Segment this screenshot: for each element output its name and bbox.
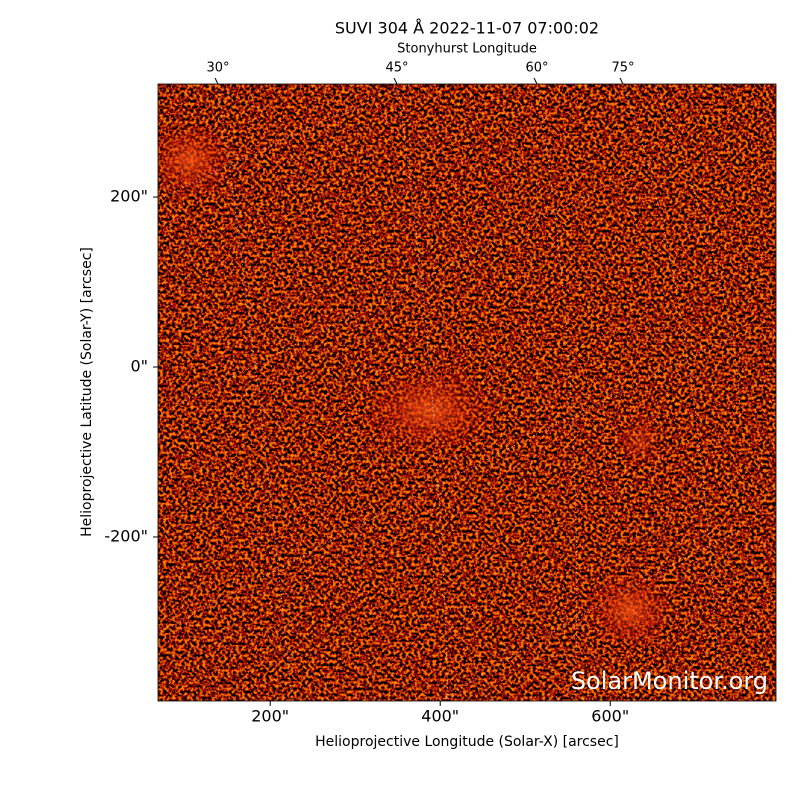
x-tick-label: 600" [591, 707, 629, 726]
top-axis-label: Stonyhurst Longitude [397, 42, 537, 57]
y-tick-label: -200" [104, 526, 148, 545]
top-tick [214, 77, 219, 85]
top-tick-label: 60° [525, 61, 548, 76]
top-tick-label: 75° [611, 61, 634, 76]
x-axis-label: Helioprojective Longitude (Solar-X) [arc… [315, 734, 619, 750]
top-tick [619, 77, 624, 85]
y-tick-label: 0" [130, 357, 148, 376]
solar-image [158, 84, 776, 701]
watermark: SolarMonitor.org [571, 667, 768, 695]
x-tick-label: 400" [421, 707, 459, 726]
plot-frame [157, 83, 777, 702]
y-axis-label: Helioprojective Latitude (Solar-Y) [arcs… [79, 247, 95, 537]
top-tick [393, 77, 398, 85]
chart-title: SUVI 304 Å 2022-11-07 07:00:02 [335, 19, 599, 38]
y-tick-label: 200" [110, 187, 148, 206]
x-tick-label: 200" [251, 707, 289, 726]
top-tick-label: 30° [206, 61, 229, 76]
top-tick [533, 77, 538, 85]
top-tick-label: 45° [385, 61, 408, 76]
